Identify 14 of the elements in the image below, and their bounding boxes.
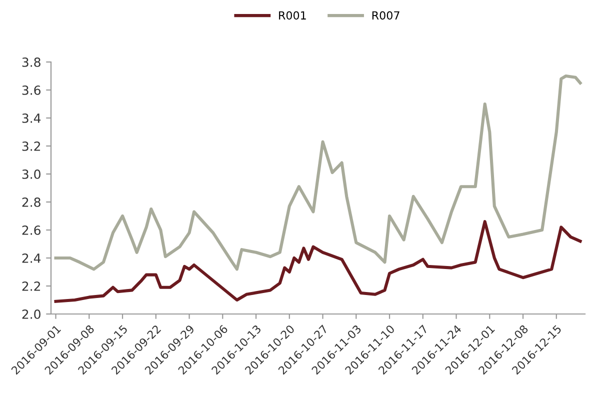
y-tick-label: 2.2	[22, 281, 40, 291]
y-tick-label: 2.0	[22, 309, 40, 319]
y-tick-label: 2.8	[22, 197, 40, 207]
line-series	[54, 220, 582, 303]
y-tick-label: 2.6	[22, 225, 40, 235]
y-tick-label: 3.8	[22, 57, 40, 67]
line-series	[54, 74, 582, 271]
y-tick-label: 3.6	[22, 85, 40, 95]
legend-label: R001	[279, 11, 306, 20]
y-tick-label: 3.4	[22, 113, 41, 123]
y-tick-label: 2.4	[22, 253, 41, 263]
legend-label: R007	[372, 11, 400, 20]
y-tick-label: 3.2	[22, 141, 40, 151]
y-tick-label: 3.0	[22, 169, 40, 179]
